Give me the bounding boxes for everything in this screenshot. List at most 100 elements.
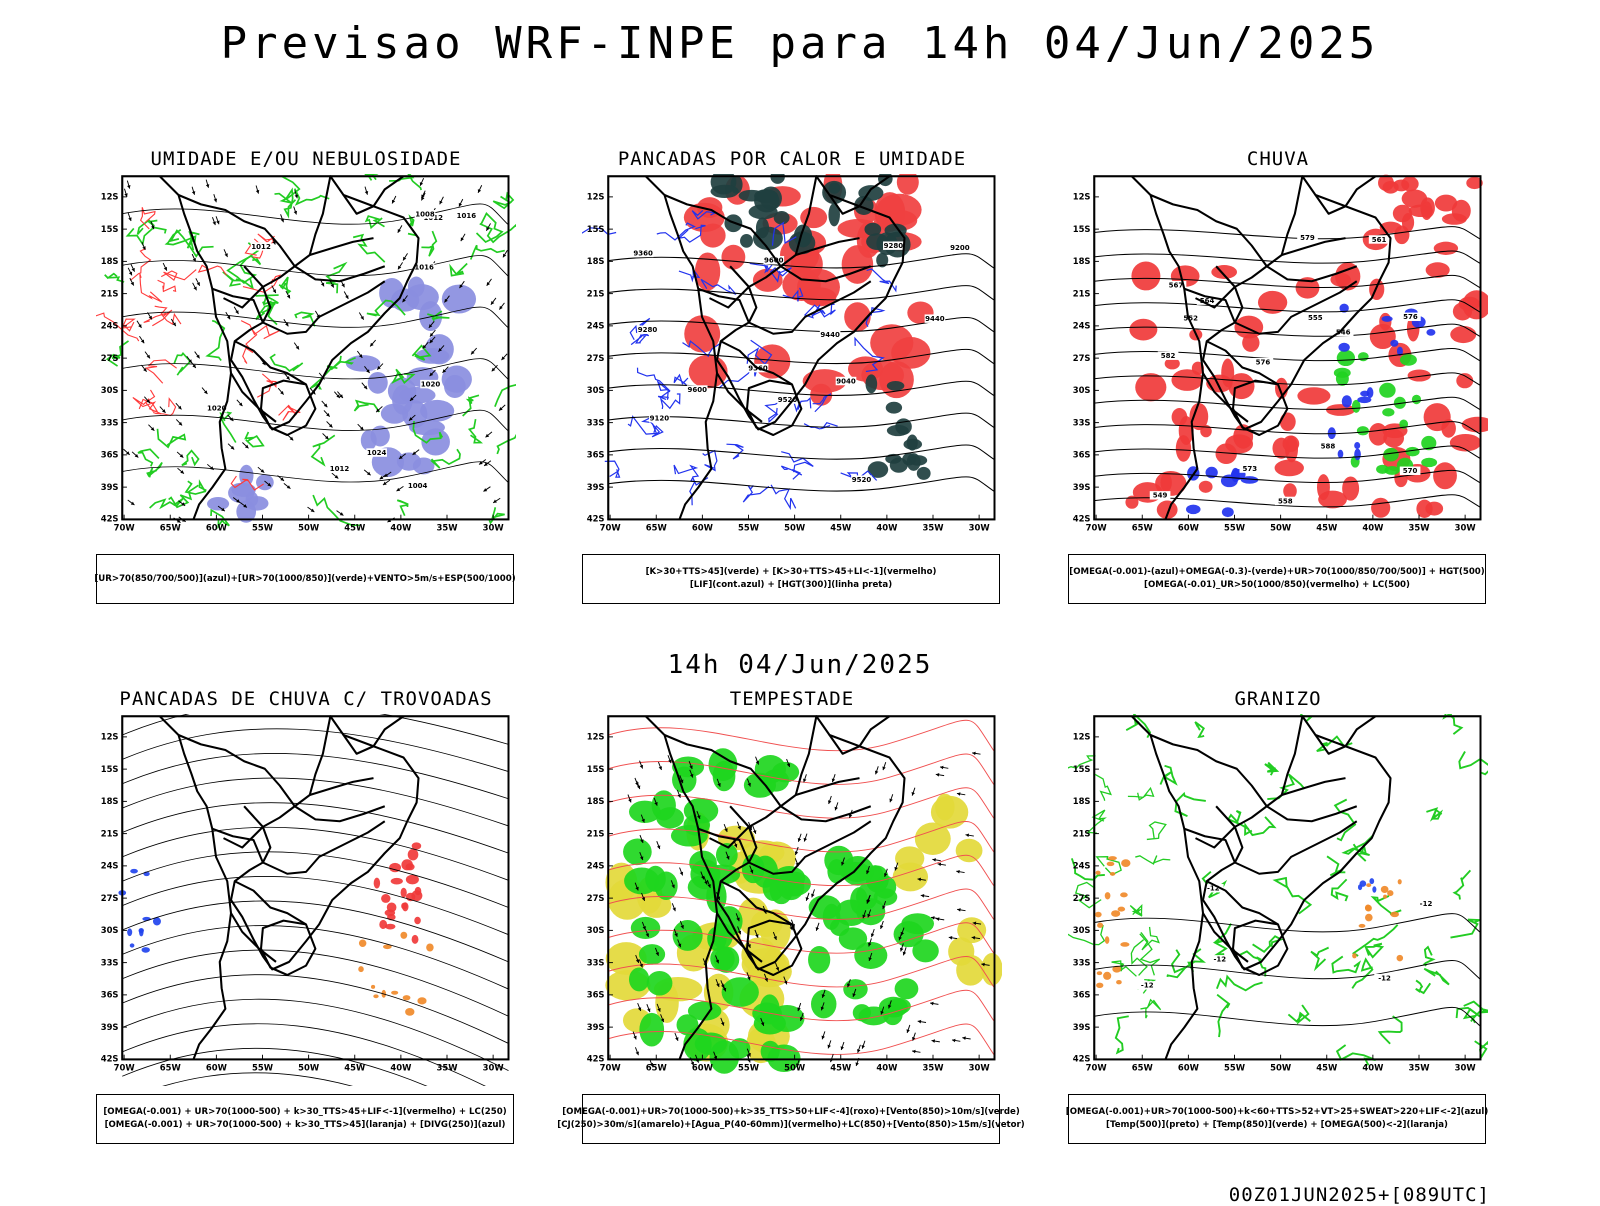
hgt-label: 582 — [1161, 351, 1176, 360]
hgt500-contour — [1094, 494, 1481, 508]
wind-vector-head — [726, 855, 730, 860]
omega-green-area — [1411, 394, 1422, 405]
wind-vector-head — [716, 983, 720, 987]
lon-tick-label: 65W — [1132, 523, 1154, 533]
wind-vector-head — [483, 488, 488, 492]
humidity-blue-area — [360, 430, 377, 451]
wind-vector-head — [272, 240, 276, 245]
wind-vector-head — [690, 1061, 695, 1066]
map-base — [121, 715, 510, 1061]
temp850-green-contour — [1326, 855, 1346, 877]
wind850-green-area — [894, 978, 919, 1000]
west-coastline — [159, 715, 233, 1060]
wind-vector-head — [633, 1035, 637, 1040]
map-outlines — [1131, 175, 1392, 520]
hgt-label-bg — [1239, 464, 1261, 473]
hgt300-contour — [608, 476, 995, 493]
lat-tick-label: 24S — [1073, 861, 1091, 871]
wind-vector-head — [358, 354, 363, 358]
omega-orange-area — [1111, 910, 1121, 917]
temp-label-bg — [1415, 899, 1437, 908]
wind-vector-head — [391, 199, 396, 204]
divergence-blue-area — [127, 928, 133, 937]
humidity-green-contour — [494, 383, 516, 407]
pressure-contour — [122, 461, 509, 484]
lon-tick-label: 50W — [1270, 523, 1292, 533]
wind-vector-head — [326, 412, 330, 417]
rain-red-area — [1297, 387, 1331, 405]
humidity-green-contour — [169, 229, 214, 258]
pressure-label-bg — [456, 211, 477, 220]
thickness-red-contour — [240, 320, 281, 340]
temp850-green-contour — [1174, 791, 1206, 818]
rain-red-area — [1371, 497, 1391, 518]
wind850-green-area — [624, 867, 660, 895]
wind-vector-head — [444, 298, 448, 303]
wind-vector-head — [203, 390, 208, 395]
wind-vector-head — [920, 894, 925, 898]
hgt-label: 567 — [1169, 281, 1184, 290]
lon-tick-label: 65W — [1132, 1063, 1154, 1073]
wind-vector-head — [150, 427, 155, 431]
thickness-red-contour — [230, 475, 264, 491]
omega-orange-area — [1112, 965, 1122, 973]
wind-vector-head — [399, 455, 403, 459]
lat-tick-label: 18S — [101, 796, 119, 806]
wind-vector-head — [459, 284, 463, 289]
wind-vector-head — [131, 267, 135, 272]
lat-tick-label: 42S — [101, 513, 119, 523]
wind850-green-area — [743, 772, 777, 798]
plot-frame-top — [607, 715, 996, 1061]
wind-vector-head — [821, 1035, 825, 1040]
wind-vector-head — [689, 773, 694, 778]
hgt-label: 588 — [1321, 442, 1336, 451]
wind-vector-head — [396, 487, 401, 492]
legend-line: [CJ(250)>30m/s](amarelo)+[Agua_P(40-60mm… — [557, 1120, 1025, 1130]
omega-blue-area — [1341, 395, 1352, 408]
wind-vector-head — [715, 959, 720, 964]
wind-vector-head — [948, 936, 953, 940]
pressure-label-bg — [420, 379, 441, 389]
lif-blue-contour — [770, 484, 797, 511]
hgt-label: 9360 — [633, 248, 653, 257]
wind-vector-head — [660, 1018, 665, 1023]
wind-vector-head — [341, 283, 345, 288]
panel-trovoadas: PANCADAS DE CHUVA C/ TROVOADAS 12S 15S 18S… — [96, 688, 516, 1158]
wind-vector-head — [196, 282, 200, 286]
wind850-green-area — [873, 888, 898, 906]
omega-orange-area — [1109, 871, 1116, 876]
lat-tick-label: 30S — [1073, 925, 1091, 935]
legend-line: [K>30+TTS>45](verde) + [K>30+TTS>45+LI<-… — [645, 567, 937, 577]
wind-vector-head — [428, 324, 433, 328]
instability-green-area — [867, 461, 889, 478]
wind-vector-head — [293, 210, 298, 215]
lat-tick-label: 12S — [587, 732, 605, 742]
omega-green-area — [1356, 426, 1369, 436]
instability-red-area — [694, 252, 721, 291]
humidity-green-contour — [244, 431, 265, 448]
rain-red-area — [1420, 197, 1435, 219]
thickness-red-contour — [256, 373, 277, 398]
instability-green-area — [876, 252, 889, 268]
wind-vector-head — [760, 1022, 765, 1026]
lif-blue-contour — [604, 460, 621, 478]
hgt-label: 558 — [1278, 496, 1293, 505]
wind-vector-head — [935, 773, 940, 777]
wind-vector-head — [216, 220, 220, 225]
lon-tick-label: 30W — [1455, 1063, 1477, 1073]
lif-blue-contour — [677, 224, 706, 243]
temp850-green-contour — [1183, 948, 1207, 973]
instability-green-area — [866, 233, 889, 250]
temp850-green-contour — [1114, 1015, 1129, 1055]
instability-red-area — [800, 206, 828, 229]
hgt-label-bg — [1165, 280, 1187, 290]
wind-vector-head — [339, 512, 344, 516]
hgt-label-bg — [1252, 357, 1274, 367]
wind-vector-head — [707, 884, 711, 888]
rain-red-area — [1450, 325, 1477, 344]
jet-yellow-area — [914, 822, 951, 856]
wind-vector-head — [178, 421, 183, 426]
lat-tick-label: 18S — [101, 256, 119, 266]
state-border — [795, 777, 860, 796]
